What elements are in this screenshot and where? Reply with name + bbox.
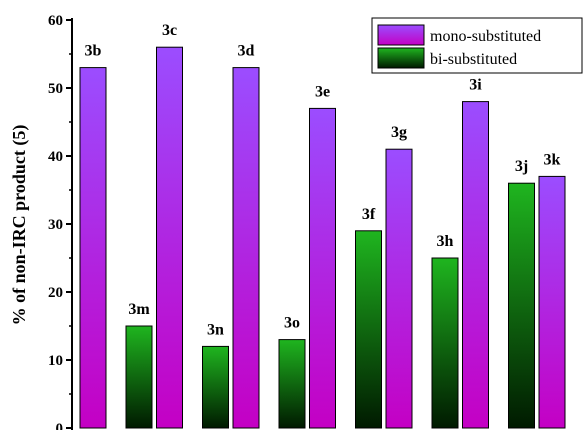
bar-data-label: 3i — [469, 77, 482, 94]
legend: mono-substituted bi-substituted — [371, 17, 583, 74]
legend-label-mono: mono-substituted — [430, 28, 541, 45]
bar-data-label: 3e — [315, 83, 330, 100]
y-tick-label: 50 — [48, 81, 63, 97]
y-tick-label: 0 — [56, 421, 64, 430]
bar-data-label: 3c — [162, 22, 177, 39]
bar-mono-substituted — [232, 67, 260, 429]
bar-data-label: 3b — [85, 43, 102, 60]
bar-mono-substituted — [538, 175, 566, 429]
y-ticks-group: 0 10 20 30 40 50 60 — [48, 13, 72, 430]
bar-data-label: 3k — [544, 151, 561, 168]
bar-data-label: 3n — [207, 321, 224, 338]
bar-data-label: 3g — [391, 124, 407, 141]
bar-data-label: 3m — [128, 301, 150, 318]
bar-data-label: 3f — [362, 206, 376, 223]
bar-data-label: 3d — [238, 43, 255, 60]
bar-bi-substituted — [431, 257, 459, 429]
bar-mono-substituted — [79, 67, 107, 429]
bar-data-label: 3j — [515, 158, 528, 175]
bar-mono-substituted — [385, 148, 413, 429]
legend-label-bi: bi-substituted — [430, 51, 517, 68]
bar-bi-substituted — [125, 325, 153, 429]
y-axis-title: % of non-IRC product (5) — [9, 125, 30, 326]
legend-swatch-mono — [377, 24, 425, 46]
bar-data-label: 3h — [437, 233, 454, 250]
y-tick-label: 30 — [48, 217, 63, 233]
bar-data-label: 3o — [284, 315, 300, 332]
bar-bi-substituted — [202, 345, 229, 429]
bar-mono-substituted — [156, 46, 183, 429]
legend-swatch-bi — [377, 47, 425, 69]
bar-mono-substituted — [462, 101, 489, 429]
y-tick-label: 20 — [48, 285, 63, 301]
bar-mono-substituted — [309, 107, 336, 429]
y-tick-label: 10 — [48, 353, 63, 369]
bar-bi-substituted — [508, 182, 535, 429]
bar-bi-substituted — [278, 339, 306, 429]
bar-bi-substituted — [355, 230, 382, 429]
bar-labels-group: 3b3c3d3e3g3i3k3m3n3o3f3h3j3l — [85, 22, 561, 338]
y-tick-label: 60 — [48, 13, 63, 29]
bars-group — [79, 46, 566, 429]
y-tick-label: 40 — [48, 149, 63, 165]
